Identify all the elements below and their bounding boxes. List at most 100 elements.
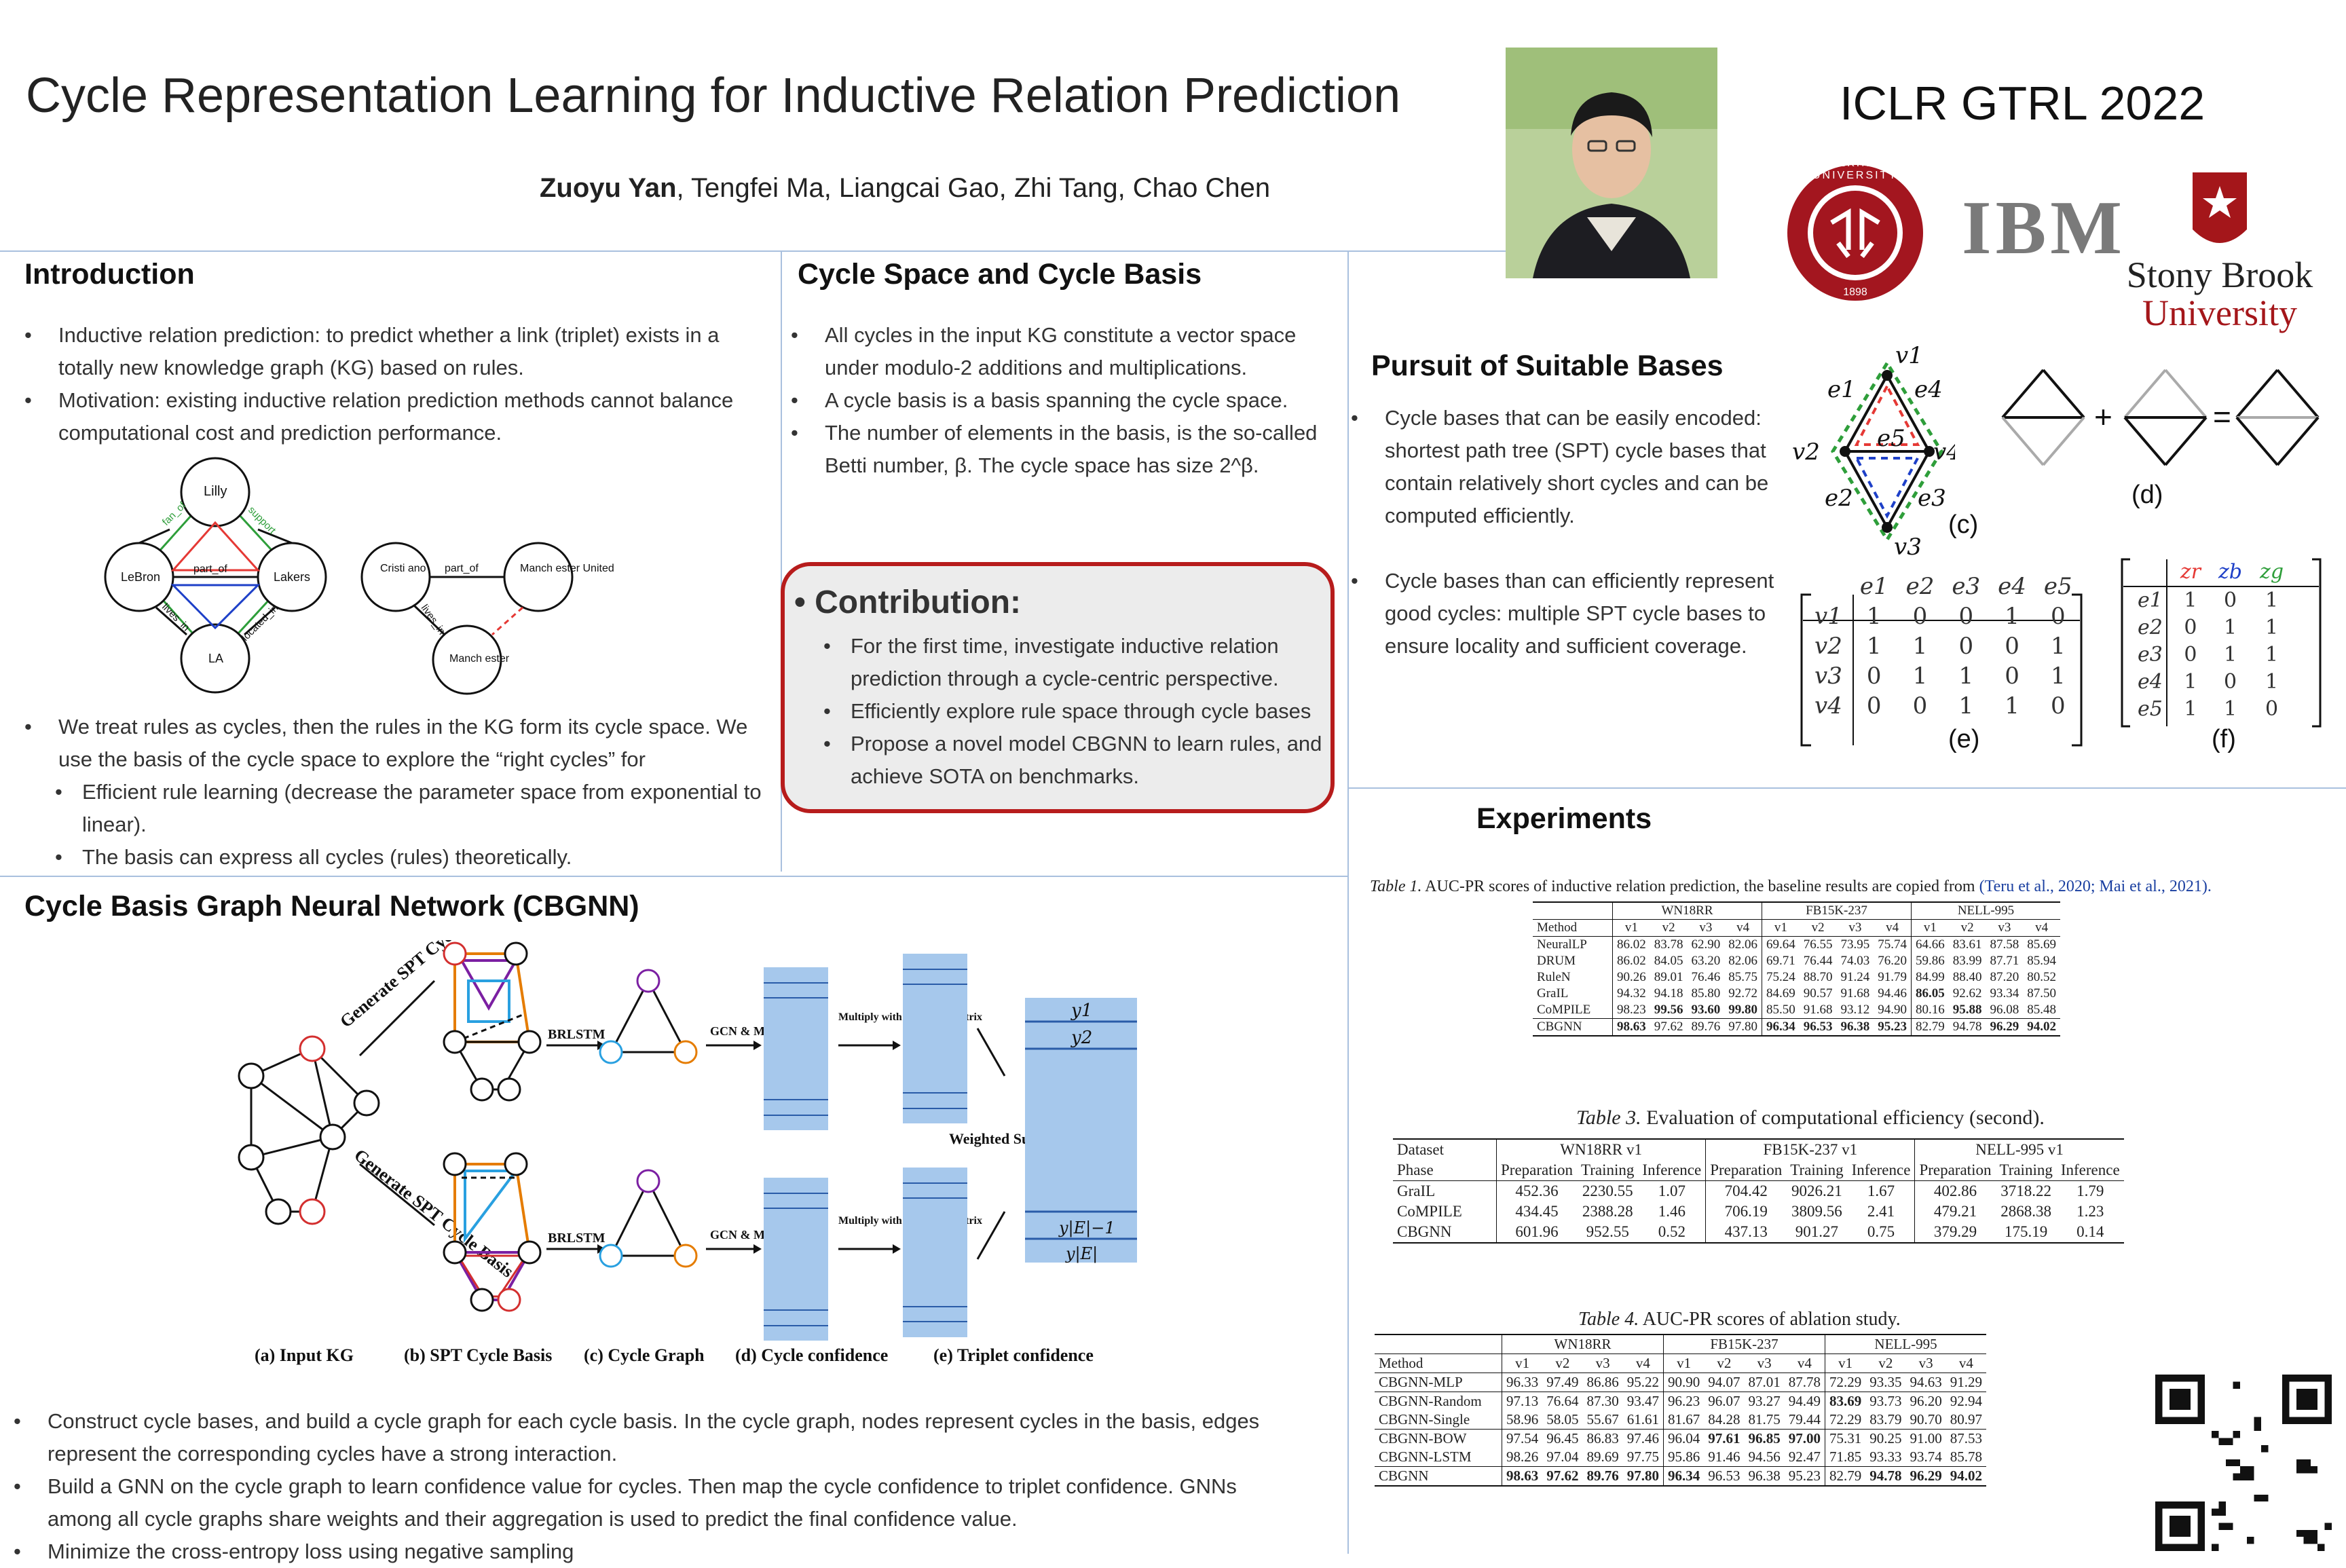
table1-cell: 69.64 (1766, 937, 1795, 952)
gcn-label-top: GCN & MLP (710, 1024, 781, 1038)
table1-cell: 69.71 (1766, 954, 1795, 968)
table1: WN18RR FB15K-237 NELL-995 Method v1 v2 v3 v4 v1 v… (1533, 901, 2060, 1037)
table3-cell: 706.19 (1724, 1203, 1768, 1220)
table4-cell: 76.64 (1546, 1393, 1579, 1409)
table4-cell: 93.35 (1869, 1374, 1902, 1390)
table1-row: GraIL 94.32 94.18 85.80 92.72 84.69 90.57 91.68… (1533, 986, 2060, 1002)
matrix-e-cell: 1 (2005, 692, 2019, 720)
table4-row: CBGNN 98.63 97.62 89.76 97.80 96.34 96.53 96.38… (1375, 1466, 1986, 1486)
table4-cell: 83.69 (1829, 1393, 1862, 1409)
table3-cell: 3809.56 (1791, 1203, 1842, 1220)
table1-method: CoMPILE (1533, 1002, 1613, 1019)
matrix-f-cell: 1 (2265, 588, 2279, 612)
table1-version: v1 (1923, 920, 1937, 935)
table4-cell: 91.46 (1708, 1449, 1740, 1465)
table4-cell: 97.54 (1506, 1430, 1539, 1446)
table4-cell: 89.76 (1586, 1468, 1619, 1484)
table1-caption-label: Table 1. (1370, 878, 1422, 895)
table4-cell: 96.34 (1668, 1468, 1700, 1484)
table1-row: RuleN 90.26 89.01 76.46 85.75 75.24 88.70 91.24… (1533, 969, 2060, 986)
table3-cell: 704.42 (1724, 1182, 1768, 1199)
table4-cell: 96.04 (1668, 1430, 1700, 1446)
table1-row: DRUM 86.02 84.05 63.20 82.06 69.71 76.44 74.03 7… (1533, 953, 2060, 969)
table4-cell: 93.47 (1622, 1392, 1664, 1411)
poster-title: Cycle Representation Learning for Induct… (26, 69, 1401, 123)
table1-sub-row: Method v1 v2 v3 v4 v1 v2 v3 v4 v1 v2 v3 v4 (1533, 919, 2060, 937)
table4-version: v2 (1717, 1355, 1732, 1371)
matrix-f-row-label: e3 (2138, 642, 2163, 667)
table4-method: CBGNN-LSTM (1375, 1448, 1502, 1467)
table3-cell: 434.45 (1515, 1203, 1559, 1220)
table4-version: v2 (1555, 1355, 1570, 1371)
table3-cell: 9026.21 (1791, 1182, 1842, 1199)
yE1-label: y|E|−1 (1058, 1218, 1115, 1238)
table4-cell: 98.63 (1506, 1468, 1539, 1484)
table3-caption-label: Table 3. (1576, 1106, 1641, 1129)
table1-cell: 87.50 (2027, 986, 2056, 1001)
table4-cell: 93.33 (1869, 1449, 1902, 1465)
graph-e5: e5 (1877, 425, 1905, 452)
table1-row: CBGNN 98.63 97.62 89.76 97.80 96.34 96.53 96.38… (1533, 1018, 2060, 1036)
matrix-e-row: v3 0 1 1 0 1 (1806, 661, 2081, 691)
table4-version: v3 (1918, 1355, 1933, 1371)
matrix-e-cell: 0 (2005, 662, 2019, 690)
table4-empty (1375, 1334, 1502, 1354)
table3-cell: 2868.38 (2000, 1203, 2052, 1220)
table4-version: v1 (1515, 1355, 1530, 1371)
table1-version: v3 (1699, 920, 1713, 935)
table3-caption: Table 3. Evaluation of computational eff… (1576, 1106, 2045, 1130)
table1-cell: 93.34 (1990, 986, 2019, 1001)
table4-cell: 97.46 (1622, 1429, 1664, 1448)
matrix-f-cell: 1 (2223, 642, 2237, 667)
table1-cell: 96.38 (1840, 1020, 1870, 1034)
table4-cell: 96.33 (1506, 1374, 1539, 1390)
table1-version: v3 (1998, 920, 2011, 935)
table1-cell: 85.80 (1691, 986, 1721, 1001)
table3-phase-row: Phase Preparation Training Inference Prepara… (1393, 1160, 2124, 1181)
table4-cell: 96.20 (1910, 1393, 1942, 1409)
pku-logo: PEKING UNIVERSITY 1898 (1784, 157, 1926, 304)
table1-cell: 87.58 (1990, 937, 2019, 952)
fig-label-e: (e) (1948, 725, 1980, 753)
table3-cell: 1.46 (1638, 1201, 1707, 1222)
table4-cell: 94.78 (1869, 1468, 1902, 1484)
table1-cell: 88.70 (1803, 970, 1833, 984)
intro-bullet-3: We treat rules as cycles, then the rules… (24, 711, 771, 776)
contribution-heading: • Contribution: (794, 584, 1022, 620)
table1-version: v2 (1811, 920, 1825, 935)
table4-cell: 61.61 (1622, 1411, 1664, 1430)
table3: Dataset WN18RR v1 FB15K-237 v1 NELL-995 v1 P… (1393, 1138, 2124, 1244)
table4-cell: 96.07 (1708, 1393, 1740, 1409)
matrix-f-cell: 0 (2184, 642, 2197, 667)
table3-cell: 901.27 (1795, 1223, 1839, 1240)
table4-cell: 94.49 (1784, 1392, 1825, 1411)
table3-method: GraIL (1393, 1180, 1497, 1201)
intro-bullet-1: Inductive relation prediction: to predic… (24, 319, 771, 384)
table1-cell: 83.78 (1654, 937, 1683, 952)
kg-node-manchester: Manch ester (449, 653, 510, 665)
table4-caption-text: AUC-PR scores of ablation study. (1642, 1309, 1901, 1330)
pku-logo-text: PEKING UNIVERSITY (1812, 157, 1898, 181)
table1-cell: 86.02 (1617, 937, 1646, 952)
spt-basis-top (443, 941, 542, 1102)
matrix-f-cell: 1 (2265, 642, 2279, 667)
table3-phase: Inference (1638, 1160, 1707, 1181)
yE-label: y|E| (1065, 1244, 1098, 1264)
table1-cell: 96.53 (1803, 1020, 1833, 1034)
cycle-space-heading: Cycle Space and Cycle Basis (798, 258, 1202, 291)
table1-cell: 94.46 (1874, 986, 1912, 1002)
matrix-f-cell: 0 (2223, 588, 2237, 612)
table1-cell: 76.46 (1691, 970, 1721, 984)
table4-version: v4 (1784, 1354, 1825, 1373)
other-authors: , Tengfei Ma, Liangcai Gao, Zhi Tang, Ch… (676, 173, 1271, 203)
table3-phase: Preparation (1710, 1161, 1783, 1178)
matrix-f-col: zr (2180, 559, 2201, 584)
table1-cell: 62.90 (1691, 937, 1721, 952)
table4-cell: 95.22 (1622, 1373, 1664, 1392)
kg-node-lebron: LeBron (121, 570, 160, 584)
table4-cell: 97.13 (1506, 1393, 1539, 1409)
matrix-e-row: v1 1 0 0 1 0 (1806, 601, 2081, 631)
table1-cell: 94.78 (1952, 1020, 1982, 1034)
kg-edge-part-of-2: part_of (445, 563, 479, 574)
table1-cell: 91.79 (1874, 969, 1912, 986)
